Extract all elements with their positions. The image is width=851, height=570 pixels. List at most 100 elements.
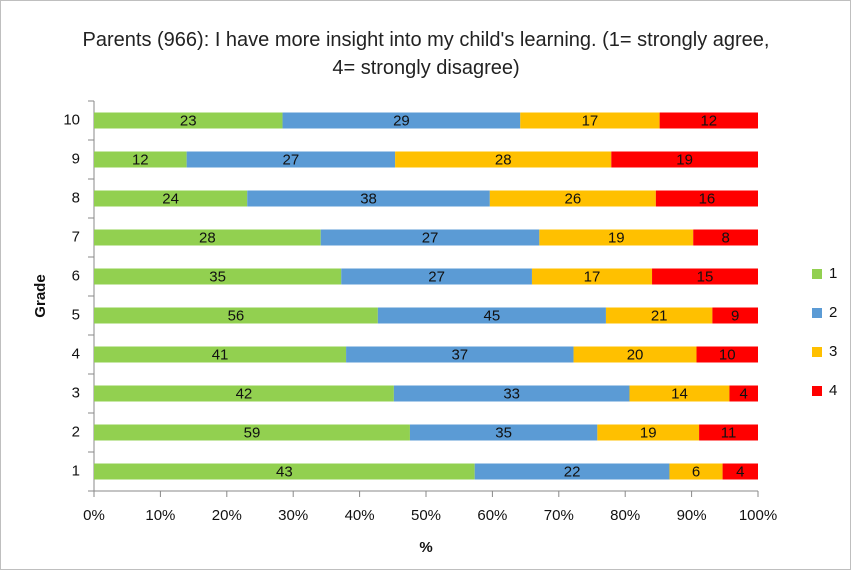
data-label: 15 bbox=[697, 268, 714, 285]
data-label: 43 bbox=[276, 463, 293, 480]
data-label: 22 bbox=[564, 463, 581, 480]
y-tick-label: 5 bbox=[72, 306, 80, 323]
x-tick-label: 30% bbox=[278, 507, 308, 524]
legend-swatch bbox=[812, 269, 822, 279]
legend-swatch bbox=[812, 347, 822, 357]
data-label: 23 bbox=[180, 112, 197, 129]
data-label: 27 bbox=[428, 268, 445, 285]
bar-segment bbox=[409, 424, 598, 441]
data-label: 28 bbox=[199, 229, 216, 246]
data-label: 33 bbox=[503, 385, 520, 402]
data-label: 38 bbox=[360, 190, 377, 207]
data-label: 27 bbox=[283, 151, 300, 168]
bar-segment bbox=[699, 424, 758, 441]
legend-label: 3 bbox=[829, 343, 837, 360]
bar-segment bbox=[605, 307, 713, 324]
x-tick-label: 10% bbox=[145, 507, 175, 524]
bar-segment bbox=[531, 268, 653, 285]
bar-segment bbox=[520, 112, 660, 129]
data-label: 42 bbox=[236, 385, 253, 402]
bar-segment bbox=[282, 112, 521, 129]
data-label: 17 bbox=[582, 112, 599, 129]
bar-segment bbox=[712, 307, 758, 324]
data-label: 56 bbox=[228, 307, 245, 324]
data-label: 14 bbox=[671, 385, 688, 402]
legend-label: 2 bbox=[829, 304, 837, 321]
y-tick-label: 7 bbox=[72, 228, 80, 245]
data-label: 10 bbox=[719, 346, 736, 363]
bar-segment bbox=[94, 190, 248, 207]
data-label: 59 bbox=[244, 424, 261, 441]
x-tick-label: 50% bbox=[411, 507, 441, 524]
bar-segment bbox=[341, 268, 532, 285]
bar-segment bbox=[94, 151, 187, 168]
chart-title: Parents (966): I have more insight into … bbox=[82, 29, 770, 79]
bar-segment bbox=[94, 307, 378, 324]
data-label: 19 bbox=[608, 229, 625, 246]
bar-segment bbox=[94, 385, 394, 402]
bar-segment bbox=[693, 229, 758, 246]
data-label: 8 bbox=[721, 229, 729, 246]
bar-segment bbox=[247, 190, 490, 207]
data-label: 19 bbox=[640, 424, 657, 441]
y-tick-label: 6 bbox=[72, 267, 80, 284]
bar-segment bbox=[320, 229, 540, 246]
y-tick-label: 1 bbox=[72, 462, 80, 479]
bar-segment bbox=[597, 424, 700, 441]
x-tick-label: 0% bbox=[83, 507, 105, 524]
x-tick-label: 80% bbox=[610, 507, 640, 524]
data-label: 16 bbox=[699, 190, 716, 207]
x-tick-label: 20% bbox=[212, 507, 242, 524]
x-axis-label: % bbox=[419, 539, 432, 556]
bar-segment bbox=[94, 268, 342, 285]
bar-segment bbox=[729, 385, 758, 402]
data-label: 27 bbox=[422, 229, 439, 246]
bar-segment bbox=[94, 424, 410, 441]
y-tick-label: 4 bbox=[72, 345, 80, 362]
y-tick-label: 8 bbox=[72, 189, 80, 206]
bar-segment bbox=[611, 151, 758, 168]
data-label: 41 bbox=[212, 346, 229, 363]
y-axis-label: Grade bbox=[32, 274, 49, 317]
y-tick-label: 10 bbox=[63, 111, 80, 128]
y-tick-label: 2 bbox=[72, 423, 80, 440]
bar-segment bbox=[489, 190, 656, 207]
data-label: 26 bbox=[565, 190, 582, 207]
bar-segment bbox=[659, 112, 758, 129]
bar-segment bbox=[669, 463, 723, 480]
data-label: 29 bbox=[393, 112, 410, 129]
data-label: 35 bbox=[209, 268, 226, 285]
data-label: 37 bbox=[451, 346, 468, 363]
bar-segment bbox=[696, 346, 758, 363]
bar-segment bbox=[393, 385, 630, 402]
bar-segment bbox=[573, 346, 697, 363]
bar-segment bbox=[94, 463, 475, 480]
bar-segment bbox=[722, 463, 758, 480]
data-label: 12 bbox=[700, 112, 717, 129]
bar-segment bbox=[629, 385, 730, 402]
bar-segment bbox=[474, 463, 670, 480]
legend-label: 4 bbox=[829, 382, 837, 399]
data-label: 24 bbox=[162, 190, 179, 207]
legend-swatch bbox=[812, 386, 822, 396]
data-label: 45 bbox=[484, 307, 501, 324]
bar-segment bbox=[539, 229, 694, 246]
data-label: 20 bbox=[627, 346, 644, 363]
data-label: 17 bbox=[584, 268, 601, 285]
bar-segment bbox=[395, 151, 612, 168]
legend-swatch bbox=[812, 308, 822, 318]
bar-segment bbox=[377, 307, 606, 324]
data-label: 4 bbox=[736, 463, 744, 480]
bar-segment bbox=[655, 190, 758, 207]
data-label: 35 bbox=[495, 424, 512, 441]
bar-segment bbox=[652, 268, 758, 285]
x-tick-label: 90% bbox=[677, 507, 707, 524]
x-tick-label: 60% bbox=[477, 507, 507, 524]
y-tick-label: 9 bbox=[72, 150, 80, 167]
bar-segment bbox=[186, 151, 396, 168]
data-label: 12 bbox=[132, 151, 149, 168]
data-label: 4 bbox=[740, 385, 748, 402]
x-tick-label: 40% bbox=[345, 507, 375, 524]
